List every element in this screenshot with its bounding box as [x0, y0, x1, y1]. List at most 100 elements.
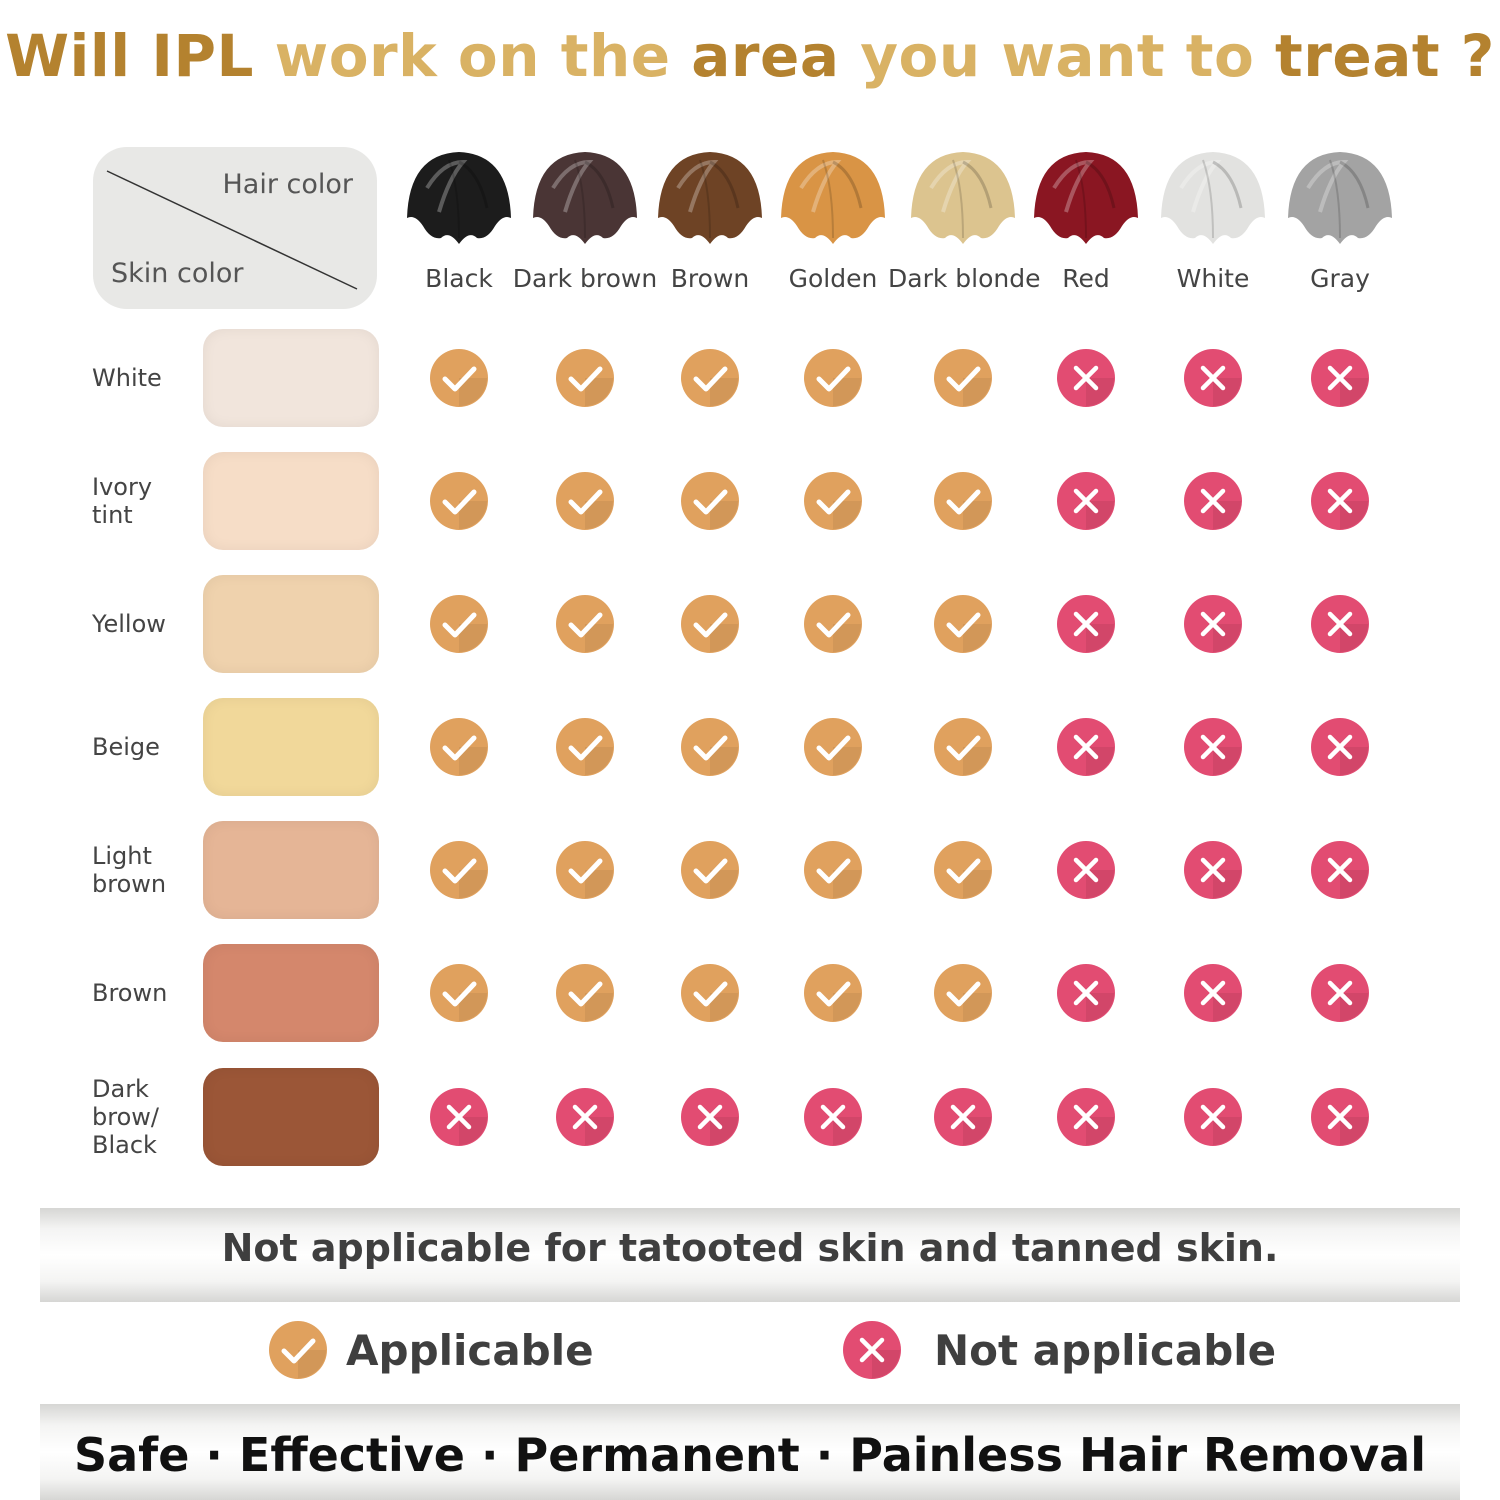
hair-swatch — [1023, 148, 1149, 252]
cross-icon — [429, 1087, 489, 1147]
cross-icon — [1310, 348, 1370, 408]
title-segment: you want to — [839, 22, 1276, 90]
hair-color-label: Black — [425, 264, 493, 293]
slogan-band — [40, 1404, 1460, 1500]
slogan-text: Safe · Effective · Permanent · Painless … — [74, 1428, 1426, 1482]
check-icon — [429, 594, 489, 654]
cross-icon — [1056, 963, 1116, 1023]
check-icon — [680, 717, 740, 777]
check-icon — [803, 717, 863, 777]
cross-icon — [1310, 840, 1370, 900]
cross-icon — [555, 1087, 615, 1147]
cross-icon — [1183, 1087, 1243, 1147]
skin-swatch — [203, 329, 379, 427]
cross-icon — [1056, 594, 1116, 654]
skin-swatch — [203, 944, 379, 1042]
hair-swatch — [770, 148, 896, 252]
hair-swatch — [396, 148, 522, 252]
hair-color-label: Red — [1062, 264, 1110, 293]
skin-swatch — [203, 1068, 379, 1166]
check-icon — [933, 594, 993, 654]
skin-color-label: Ivory tint — [92, 473, 153, 529]
skin-color-label: White — [92, 364, 162, 392]
page-title: Will IPL work on the area you want to tr… — [0, 22, 1500, 90]
check-icon — [268, 1320, 328, 1380]
skin-color-header: Skin color — [111, 258, 244, 289]
hair-swatch — [1150, 148, 1276, 252]
check-icon — [933, 963, 993, 1023]
cross-icon — [1310, 594, 1370, 654]
check-icon — [803, 594, 863, 654]
cross-icon — [1310, 717, 1370, 777]
cross-icon — [1056, 471, 1116, 531]
skin-swatch — [203, 698, 379, 796]
hair-color-label: Dark brown — [512, 264, 658, 293]
check-icon — [803, 348, 863, 408]
title-segment: work on the — [253, 22, 692, 90]
skin-color-label: Yellow — [92, 610, 166, 638]
cross-icon — [680, 1087, 740, 1147]
hair-swatch — [1277, 148, 1403, 252]
cross-icon — [1056, 348, 1116, 408]
check-icon — [680, 471, 740, 531]
check-icon — [933, 840, 993, 900]
hair-color-header: Hair color — [222, 169, 353, 200]
skin-color-label: Dark brow/ Black — [92, 1075, 159, 1159]
check-icon — [803, 840, 863, 900]
check-icon — [933, 348, 993, 408]
check-icon — [555, 963, 615, 1023]
cross-icon — [1310, 963, 1370, 1023]
skin-color-label: Brown — [92, 979, 168, 1007]
check-icon — [555, 348, 615, 408]
hair-swatch — [647, 148, 773, 252]
check-icon — [429, 471, 489, 531]
hair-color-label: Golden — [788, 264, 878, 293]
cross-icon — [1056, 717, 1116, 777]
check-icon — [680, 348, 740, 408]
hair-swatch — [900, 148, 1026, 252]
cross-icon — [1183, 471, 1243, 531]
skin-swatch — [203, 575, 379, 673]
check-icon — [555, 594, 615, 654]
check-icon — [933, 717, 993, 777]
skin-swatch — [203, 452, 379, 550]
note-text: Not applicable for tatooted skin and tan… — [221, 1226, 1279, 1270]
hair-color-label: White — [1176, 264, 1250, 293]
check-icon — [933, 471, 993, 531]
diagonal-divider — [106, 170, 358, 290]
skin-color-label: Light brown — [92, 842, 167, 898]
check-icon — [429, 840, 489, 900]
check-icon — [680, 840, 740, 900]
hair-color-label: Brown — [670, 264, 750, 293]
check-icon — [803, 471, 863, 531]
hair-color-label: Dark blonde — [888, 264, 1041, 293]
cross-icon — [1310, 471, 1370, 531]
title-segment: Will IPL — [5, 22, 254, 90]
check-icon — [429, 348, 489, 408]
title-segment: area — [691, 22, 840, 90]
check-icon — [680, 963, 740, 1023]
check-icon — [803, 963, 863, 1023]
check-icon — [680, 594, 740, 654]
cross-icon — [1056, 840, 1116, 900]
cross-icon — [1183, 963, 1243, 1023]
title-segment: treat ? — [1275, 22, 1495, 90]
hair-color-label: Gray — [1310, 264, 1370, 293]
cross-icon — [1056, 1087, 1116, 1147]
check-icon — [429, 963, 489, 1023]
legend-applicable: Applicable — [346, 1326, 594, 1375]
cross-icon — [1183, 594, 1243, 654]
cross-icon — [933, 1087, 993, 1147]
cross-icon — [1183, 717, 1243, 777]
check-icon — [555, 840, 615, 900]
check-icon — [555, 471, 615, 531]
cross-icon — [1310, 1087, 1370, 1147]
skin-swatch — [203, 821, 379, 919]
note-band — [40, 1208, 1460, 1302]
header-corner-cell: Hair color Skin color — [93, 147, 377, 309]
check-icon — [429, 717, 489, 777]
cross-icon — [1183, 840, 1243, 900]
skin-color-label: Beige — [92, 733, 160, 761]
check-icon — [555, 717, 615, 777]
legend-not-applicable: Not applicable — [934, 1326, 1277, 1375]
